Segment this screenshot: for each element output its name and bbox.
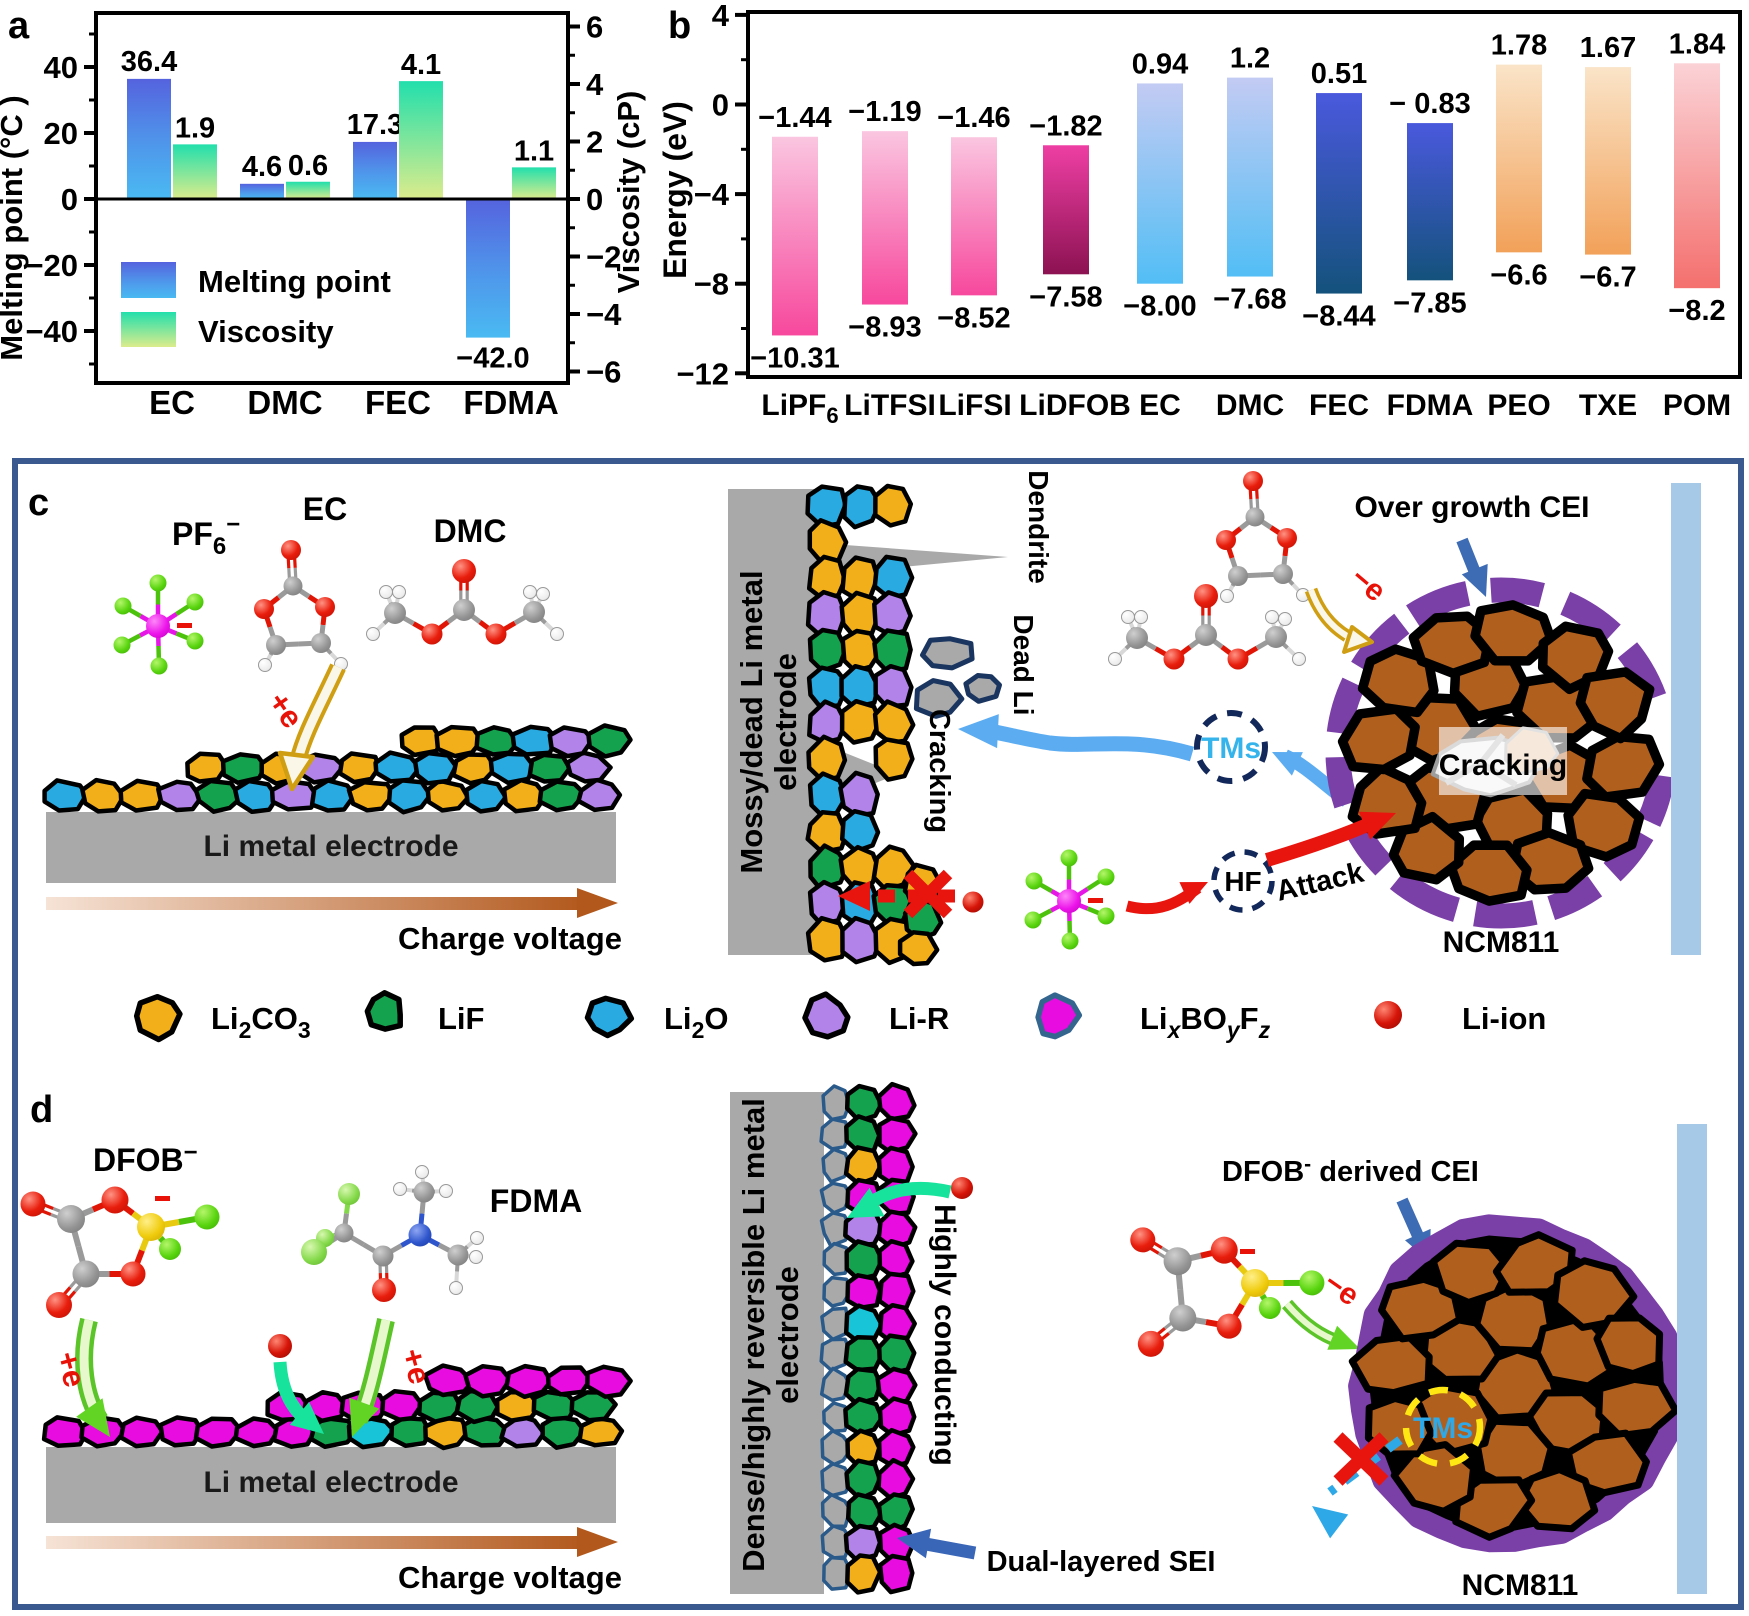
svg-text:−1.19: −1.19 (848, 96, 921, 128)
svg-text:NCM811: NCM811 (1443, 926, 1560, 959)
svg-text:EC: EC (303, 491, 347, 527)
svg-text:Dead Li: Dead Li (1008, 614, 1039, 715)
svg-text:Cracking: Cracking (1439, 749, 1567, 782)
svg-text:0.94: 0.94 (1132, 48, 1188, 80)
svg-text:TMs: TMs (1201, 732, 1261, 765)
svg-text:Mossy/dead Li metal: Mossy/dead Li metal (734, 570, 769, 873)
svg-text:1.78: 1.78 (1491, 30, 1547, 62)
svg-text:LiDFOB: LiDFOB (1019, 389, 1131, 422)
svg-text:−1.44: −1.44 (758, 102, 831, 134)
svg-text:−8.44: −8.44 (1302, 301, 1375, 333)
svg-text:Dense/highly reversible Li met: Dense/highly reversible Li metal (736, 1098, 771, 1572)
svg-text:−8.2: −8.2 (1668, 295, 1725, 327)
svg-text:Melting point (°C ): Melting point (°C ) (0, 95, 29, 361)
svg-text:40: 40 (44, 50, 78, 85)
svg-text:LiFSI: LiFSI (938, 389, 1011, 422)
svg-text:FDMA: FDMA (490, 1183, 582, 1219)
svg-text:−40: −40 (25, 314, 78, 349)
svg-text:−10.31: −10.31 (750, 342, 840, 374)
svg-text:0.51: 0.51 (1311, 58, 1367, 90)
svg-text:NCM811: NCM811 (1462, 1569, 1579, 1602)
svg-text:2: 2 (586, 125, 603, 160)
svg-text:d: d (30, 1089, 53, 1131)
svg-text:1.84: 1.84 (1669, 28, 1725, 60)
svg-text:Energy (eV): Energy (eV) (657, 101, 693, 279)
svg-text:−6: −6 (586, 355, 621, 390)
svg-text:Viscosity (cP): Viscosity (cP) (611, 91, 646, 294)
svg-text:HF: HF (1224, 866, 1261, 897)
svg-text:Viscosity: Viscosity (198, 314, 334, 349)
svg-text:4.6: 4.6 (242, 151, 282, 183)
svg-text:FEC: FEC (365, 384, 431, 421)
svg-text:DFOB- derived CEI: DFOB- derived CEI (1222, 1153, 1479, 1188)
svg-text:0.6: 0.6 (288, 150, 328, 182)
svg-text:4: 4 (712, 0, 730, 33)
svg-text:DMC: DMC (434, 513, 507, 549)
svg-text:4.1: 4.1 (401, 49, 441, 81)
svg-text:1.67: 1.67 (1580, 32, 1636, 64)
svg-text:electrode: electrode (770, 1266, 805, 1404)
svg-text:Cracking: Cracking (923, 709, 955, 833)
svg-text:EC: EC (149, 384, 195, 421)
svg-text:6: 6 (586, 10, 603, 45)
svg-text:Li metal electrode: Li metal electrode (203, 830, 458, 863)
svg-text:a: a (8, 5, 30, 47)
svg-text:1.2: 1.2 (1230, 43, 1270, 75)
svg-text:LiF: LiF (438, 1001, 485, 1036)
svg-text:0: 0 (586, 182, 603, 217)
svg-text:Dual-layered SEI: Dual-layered SEI (987, 1546, 1216, 1578)
svg-text:−2: −2 (586, 240, 621, 275)
svg-text:FEC: FEC (1309, 389, 1369, 422)
svg-text:1.9: 1.9 (175, 112, 215, 144)
svg-text:0: 0 (712, 88, 729, 123)
svg-text:−8.00: −8.00 (1123, 291, 1196, 323)
svg-text:Dendrite: Dendrite (1023, 470, 1054, 584)
svg-text:0: 0 (61, 182, 78, 217)
svg-text:Charge voltage: Charge voltage (398, 1560, 622, 1595)
svg-text:4: 4 (586, 67, 604, 102)
svg-text:TXE: TXE (1579, 389, 1637, 422)
svg-text:−4: −4 (586, 297, 622, 332)
svg-text:Li-R: Li-R (889, 1001, 949, 1036)
svg-text:LiTFSI: LiTFSI (844, 389, 936, 422)
svg-text:Charge voltage: Charge voltage (398, 921, 622, 956)
svg-text:Li metal electrode: Li metal electrode (203, 1466, 458, 1499)
svg-text:EC: EC (1139, 389, 1181, 422)
svg-text:−8.93: −8.93 (848, 312, 921, 344)
svg-text:DMC: DMC (1216, 389, 1284, 422)
svg-text:−1.82: −1.82 (1029, 110, 1102, 142)
svg-text:− 0.83: − 0.83 (1389, 88, 1470, 120)
svg-text:−20: −20 (25, 248, 78, 283)
svg-text:Li-ion: Li-ion (1462, 1001, 1546, 1036)
svg-text:−42.0: −42.0 (456, 343, 529, 375)
svg-text:LiPF6: LiPF6 (761, 389, 838, 428)
svg-text:36.4: 36.4 (121, 46, 177, 78)
svg-text:−4: −4 (694, 177, 730, 212)
svg-text:−7.68: −7.68 (1213, 284, 1286, 316)
svg-text:−6.6: −6.6 (1490, 259, 1547, 291)
svg-text:Highly conducting: Highly conducting (928, 1204, 961, 1466)
svg-text:−1.46: −1.46 (937, 102, 1010, 134)
svg-text:c: c (28, 482, 49, 524)
svg-text:POM: POM (1663, 389, 1731, 422)
svg-text:DFOB−: DFOB− (93, 1139, 198, 1178)
svg-text:20: 20 (44, 116, 78, 151)
svg-text:electrode: electrode (768, 653, 803, 791)
svg-text:−6.7: −6.7 (1579, 262, 1636, 294)
svg-text:DMC: DMC (247, 384, 322, 421)
svg-text:17.3: 17.3 (347, 109, 403, 141)
svg-text:FDMA: FDMA (1387, 389, 1474, 422)
svg-text:PEO: PEO (1487, 389, 1550, 422)
svg-text:1.1: 1.1 (514, 135, 554, 167)
svg-text:b: b (668, 5, 691, 47)
svg-text:Melting point: Melting point (198, 264, 391, 299)
svg-text:−7.58: −7.58 (1029, 281, 1102, 313)
svg-text:FDMA: FDMA (463, 384, 558, 421)
svg-text:−7.85: −7.85 (1393, 287, 1466, 319)
svg-text:−8.52: −8.52 (937, 302, 1010, 334)
svg-text:−8: −8 (694, 267, 729, 302)
svg-text:TMs: TMs (1413, 1412, 1473, 1445)
svg-text:−12: −12 (676, 356, 729, 391)
svg-text:Over growth CEI: Over growth CEI (1354, 491, 1589, 524)
